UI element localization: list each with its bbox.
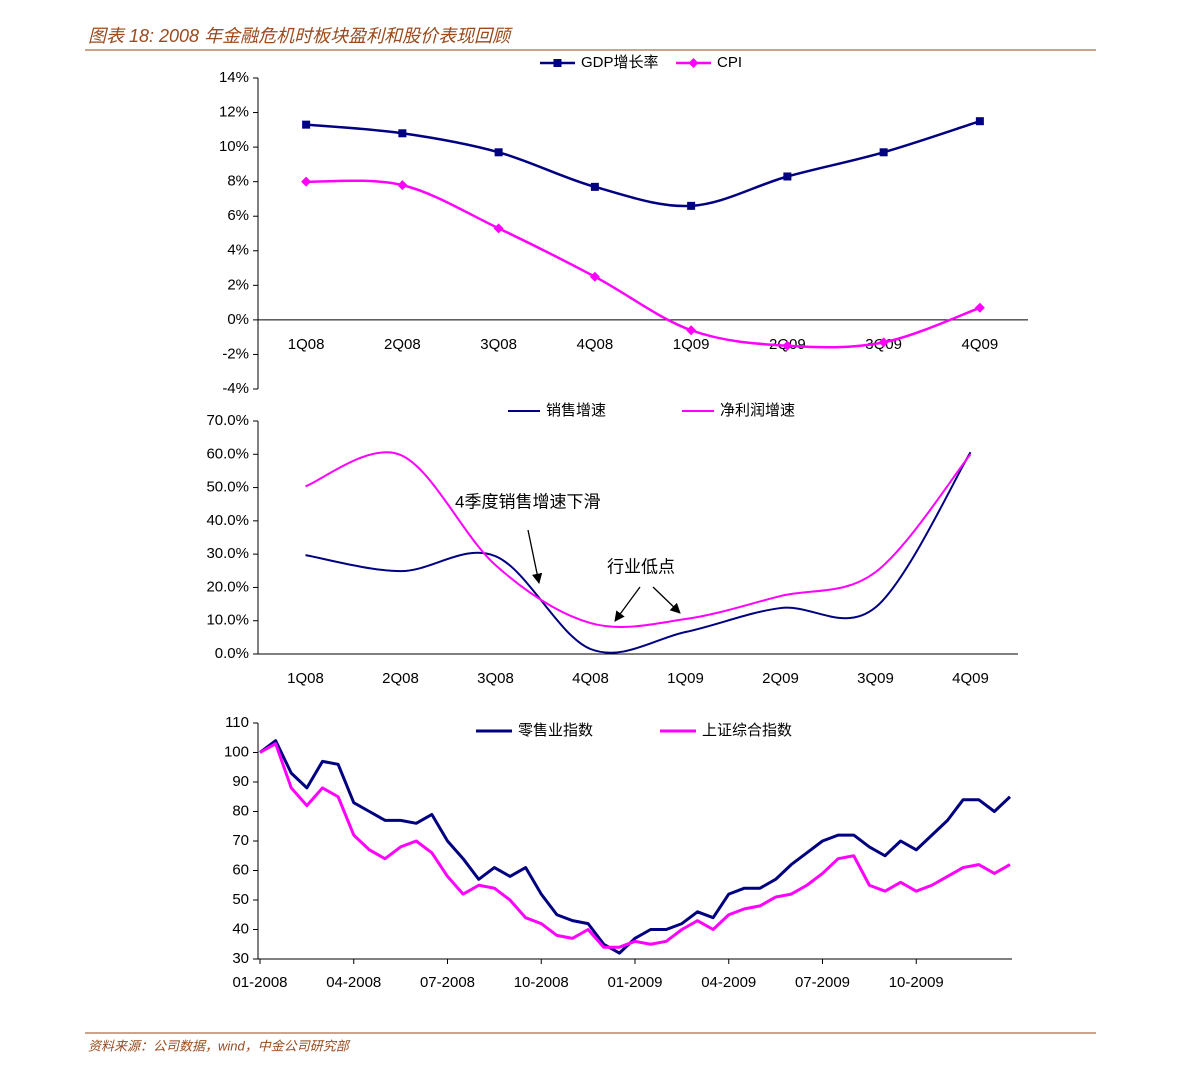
point-marker (590, 182, 599, 191)
series-line (259, 739, 1012, 955)
point-marker (975, 117, 984, 126)
x-tick-label: 4Q08 (577, 336, 614, 353)
y-tick-label: 20.0% (206, 578, 249, 595)
point-marker (687, 201, 696, 210)
legend-label: 净利润增速 (720, 402, 795, 419)
point-marker (398, 129, 407, 138)
x-tick-label: 2Q08 (384, 336, 421, 353)
y-tick-label: 30.0% (206, 545, 249, 562)
y-tick-label: 110 (225, 714, 249, 731)
x-tick-label: 10-2008 (514, 974, 569, 991)
x-tick-label: 4Q09 (952, 670, 989, 687)
annotation: 4季度销售增速下滑 (455, 492, 600, 511)
x-tick-label: 04-2008 (326, 974, 381, 991)
point-marker (879, 148, 888, 157)
legend-label: 销售增速 (546, 402, 606, 419)
y-tick-label: 40 (232, 920, 249, 937)
point-marker (974, 302, 985, 313)
x-tick-label: 4Q09 (962, 336, 999, 353)
y-tick-label: -4% (222, 380, 249, 397)
y-tick-label: 30 (232, 950, 249, 967)
y-tick-label: 50.0% (206, 479, 249, 496)
series-line (306, 179, 981, 349)
x-tick-label: 3Q09 (857, 670, 894, 687)
point-marker (783, 172, 792, 181)
x-tick-label: 4Q08 (572, 670, 609, 687)
x-tick-label: 1Q08 (287, 670, 324, 687)
legend-label: 上证综合指数 (702, 722, 792, 739)
series-line (305, 451, 972, 654)
point-marker (782, 340, 793, 351)
x-tick-label: 01-2008 (232, 974, 287, 991)
y-tick-label: 60 (232, 861, 249, 878)
point-marker (302, 120, 311, 129)
y-tick-label: 50 (232, 891, 249, 908)
y-tick-label: 100 (224, 743, 249, 760)
y-tick-label: 90 (232, 773, 249, 790)
x-tick-label: 07-2009 (795, 974, 850, 991)
y-tick-label: -2% (222, 345, 249, 362)
y-tick-label: 10.0% (206, 612, 249, 629)
y-tick-label: 0% (227, 311, 249, 328)
point-marker (397, 180, 408, 191)
x-tick-label: 07-2008 (420, 974, 475, 991)
y-tick-label: 12% (219, 104, 249, 121)
annotation-arrow (527, 529, 543, 585)
page-title: 图表 18: 2008 年金融危机时板块盈利和股价表现回顾 (88, 26, 513, 46)
point-marker (553, 59, 562, 67)
x-tick-label: 1Q09 (673, 336, 710, 353)
series-line (305, 451, 972, 628)
x-tick-label: 1Q09 (667, 670, 704, 687)
y-tick-label: 40.0% (206, 512, 249, 529)
x-tick-label: 10-2009 (889, 974, 944, 991)
point-marker (686, 325, 697, 336)
y-tick-label: 80 (232, 802, 249, 819)
y-tick-label: 2% (227, 276, 249, 293)
x-tick-label: 04-2009 (701, 974, 756, 991)
legend-label: 零售业指数 (518, 722, 593, 739)
y-tick-label: 70 (232, 832, 249, 849)
series-line (259, 742, 1011, 949)
point-marker (688, 58, 699, 68)
x-tick-label: 3Q08 (480, 336, 517, 353)
x-tick-label: 2Q08 (382, 670, 419, 687)
x-tick-label: 01-2009 (607, 974, 662, 991)
y-tick-label: 6% (227, 207, 249, 224)
legend-label: CPI (717, 54, 742, 71)
x-tick-label: 2Q09 (762, 670, 799, 687)
point-marker (878, 337, 889, 348)
point-marker (301, 176, 312, 187)
y-tick-label: 60.0% (206, 445, 249, 462)
annotation-arrow (614, 586, 641, 622)
point-marker (589, 271, 600, 282)
x-tick-label: 1Q08 (288, 336, 325, 353)
source-note: 资料来源：公司数据，wind，中金公司研究部 (88, 1038, 351, 1053)
point-marker (493, 223, 504, 234)
y-tick-label: 4% (227, 242, 249, 259)
series-line (306, 120, 981, 208)
y-tick-label: 10% (219, 138, 249, 155)
y-tick-label: 8% (227, 173, 249, 190)
annotation: 行业低点 (607, 557, 675, 576)
y-tick-label: 70.0% (206, 412, 249, 429)
point-marker (494, 148, 503, 157)
legend-label: GDP增长率 (581, 54, 659, 71)
x-tick-label: 3Q08 (477, 670, 514, 687)
annotation-arrow (652, 586, 681, 614)
y-tick-label: 0.0% (215, 645, 249, 662)
y-tick-label: 14% (219, 69, 249, 86)
